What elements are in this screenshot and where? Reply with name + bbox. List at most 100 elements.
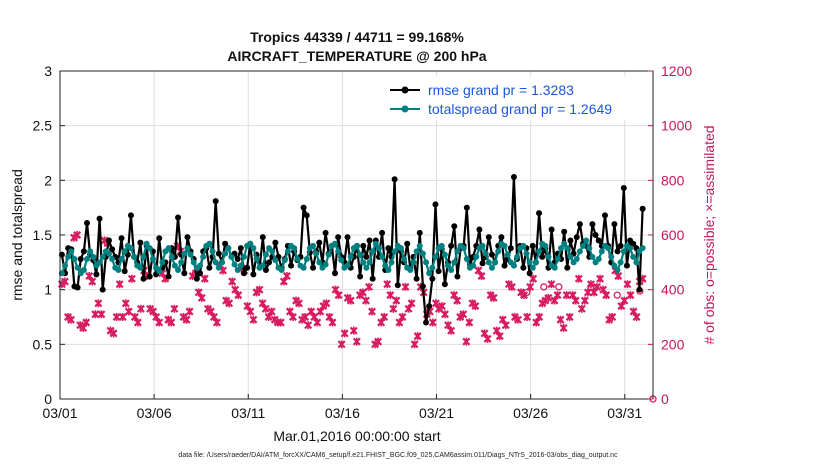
series-1-point xyxy=(197,262,204,269)
obs-assimilated-marker xyxy=(389,304,398,313)
series-1-point xyxy=(105,250,112,257)
obs-assimilated-marker xyxy=(115,280,124,289)
obs-assimilated-marker xyxy=(547,280,556,289)
obs-assimilated-marker xyxy=(118,313,127,321)
series-0-point xyxy=(93,271,100,278)
series-0-point xyxy=(413,275,420,282)
series-0-point xyxy=(316,239,323,246)
series-1-point xyxy=(488,264,495,271)
series-1-point xyxy=(633,259,640,266)
series-1-point xyxy=(181,250,188,257)
obs-assimilated-marker xyxy=(352,337,361,346)
obs-possible-marker xyxy=(613,291,621,299)
obs-assimilated-marker xyxy=(109,329,118,338)
series-1-point xyxy=(526,259,533,266)
series-0-point xyxy=(561,228,568,235)
series-1-point xyxy=(187,251,194,258)
series-1-point xyxy=(146,245,153,252)
obs-assimilated-marker xyxy=(489,293,498,302)
series-0-point xyxy=(451,223,458,230)
series-0-point xyxy=(303,212,310,219)
obs-assimilated-marker xyxy=(386,291,395,300)
series-1-point xyxy=(536,248,543,255)
series-1-point xyxy=(510,262,517,269)
obs-assimilated-marker xyxy=(514,315,522,324)
series-1-point xyxy=(131,253,138,260)
obs-assimilated-marker xyxy=(447,326,456,335)
series-1-point xyxy=(595,256,602,263)
obs-possible-marker xyxy=(540,283,548,291)
obs-assimilated-marker xyxy=(328,318,337,327)
series-0-point xyxy=(262,266,269,273)
series-1-point xyxy=(284,248,291,255)
legend-spread-marker xyxy=(401,105,409,113)
series-0-point xyxy=(573,234,580,241)
series-1-point xyxy=(353,242,360,249)
y-tick-label: 0 xyxy=(44,391,52,407)
series-1-point xyxy=(175,266,182,273)
obs-assimilated-marker xyxy=(529,274,538,283)
obs-assimilated-marker xyxy=(565,313,574,321)
series-1-point xyxy=(479,242,486,249)
series-layer xyxy=(57,174,657,403)
series-0-point xyxy=(529,242,536,249)
series-1-point xyxy=(344,262,351,269)
series-0-point xyxy=(237,245,244,252)
series-0-point xyxy=(259,234,266,241)
series-1-point xyxy=(407,266,414,273)
series-1-point xyxy=(529,264,536,271)
series-1-point xyxy=(523,250,530,257)
obs-assimilated-marker xyxy=(602,291,611,300)
series-0-point xyxy=(344,234,351,241)
obs-assimilated-marker xyxy=(97,310,106,319)
series-1-point xyxy=(492,259,499,266)
obs-assimilated-marker xyxy=(392,296,401,305)
series-1-point xyxy=(460,245,467,252)
obs-assimilated-marker xyxy=(465,318,474,327)
series-1-point xyxy=(137,264,144,271)
obs-assimilated-marker xyxy=(60,277,69,286)
obs-assimilated-marker xyxy=(228,277,237,286)
series-1-point xyxy=(300,264,307,271)
y2-axis-label: # of obs: o=possible; ×=assimilated xyxy=(701,125,717,344)
series-0-point xyxy=(193,275,200,282)
series-1-point xyxy=(567,253,574,260)
obs-assimilated-marker xyxy=(124,307,133,316)
series-1-point xyxy=(473,253,480,260)
series-0-point xyxy=(526,270,533,277)
series-1-point xyxy=(96,259,103,266)
series-1-point xyxy=(382,262,389,269)
obs-assimilated-marker xyxy=(374,337,383,346)
series-1-point xyxy=(501,242,508,249)
series-0-point xyxy=(181,270,188,277)
y-tick-label: 1.5 xyxy=(33,227,53,243)
series-0-point xyxy=(617,242,624,249)
series-1-point xyxy=(200,253,207,260)
series-1-point xyxy=(551,264,558,271)
series-1-point xyxy=(448,266,455,273)
series-0-point xyxy=(197,270,204,277)
series-0-point xyxy=(300,204,307,211)
series-1-point xyxy=(68,248,75,255)
y2-tick-label: 400 xyxy=(661,282,685,298)
obs-assimilated-marker xyxy=(441,310,449,319)
legend-spread-label: totalspread grand pr = 1.2649 xyxy=(428,101,612,117)
series-1-point xyxy=(171,262,178,269)
series-0-point xyxy=(83,219,90,226)
obs-possible-marker xyxy=(587,283,595,291)
series-1-point xyxy=(184,245,191,252)
series-0-point xyxy=(423,319,430,326)
obs-assimilated-marker xyxy=(361,296,370,305)
series-0-point xyxy=(357,273,364,280)
series-0-point xyxy=(379,229,386,236)
obs-assimilated-marker xyxy=(574,274,583,283)
y2-tick-label: 0 xyxy=(661,391,669,407)
series-0-point xyxy=(620,184,627,191)
series-0-point xyxy=(404,240,411,247)
obs-assimilated-marker xyxy=(246,307,255,316)
series-0-point xyxy=(548,226,555,233)
series-1-point xyxy=(291,245,298,252)
series-1-point xyxy=(576,248,583,255)
series-0-point xyxy=(539,253,546,260)
